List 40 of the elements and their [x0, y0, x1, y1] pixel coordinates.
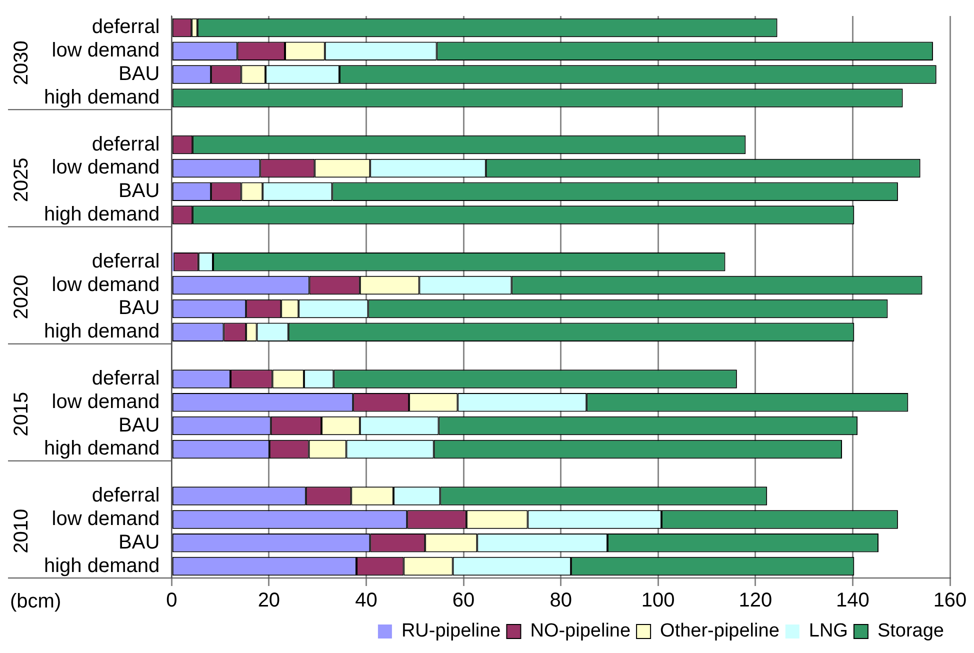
y-tick-label: deferral	[92, 16, 160, 38]
y-tick-label: high demand	[44, 86, 160, 108]
y-tick-label: high demand	[44, 320, 160, 343]
text: 2030	[10, 40, 33, 86]
x-tick-label: 40	[355, 590, 378, 612]
text: 2015	[10, 392, 33, 436]
y-tick-label: low demand	[52, 508, 160, 530]
x-tick-label: 20	[258, 590, 280, 612]
legend-label: Other-pipeline	[660, 620, 780, 642]
text: 2020	[10, 274, 33, 320]
x-tick-label: 0	[166, 590, 178, 612]
x-tick-label: 100	[641, 590, 675, 612]
y-tick-label: high demand	[44, 438, 160, 460]
y-tick-label: high demand	[44, 554, 160, 577]
legend-label: LNG	[808, 620, 848, 642]
y-tick-label: BAU	[118, 63, 160, 86]
x-tick-label: 60	[452, 590, 475, 612]
y-tick-label: high demand	[44, 204, 160, 226]
y-tick-label: deferral	[92, 367, 160, 390]
y-tick-label: low demand	[52, 156, 160, 179]
text: 2025	[10, 158, 33, 202]
y-tick-label: low demand	[52, 274, 160, 296]
x-tick-label: 80	[550, 590, 572, 612]
y-tick-label: deferral	[92, 133, 160, 156]
y-tick-label: deferral	[92, 250, 160, 272]
y-tick-label: low demand	[52, 40, 160, 62]
y-tick-label: low demand	[52, 390, 160, 413]
x-tick-label: 160	[933, 590, 967, 612]
legend-label: Storage	[877, 620, 944, 642]
legend-label: NO-pipeline	[530, 620, 631, 642]
y-tick-label: BAU	[118, 297, 160, 320]
legend-label: RU-pipeline	[401, 620, 501, 642]
text: (bcm)	[10, 590, 62, 613]
x-tick-label: 120	[738, 590, 772, 612]
y-tick-label: BAU	[118, 414, 160, 436]
text: 2010	[10, 508, 33, 554]
y-tick-label: BAU	[118, 180, 160, 202]
y-tick-label: BAU	[118, 531, 160, 554]
x-tick-label: 140	[836, 590, 870, 612]
y-tick-label: deferral	[92, 484, 160, 507]
